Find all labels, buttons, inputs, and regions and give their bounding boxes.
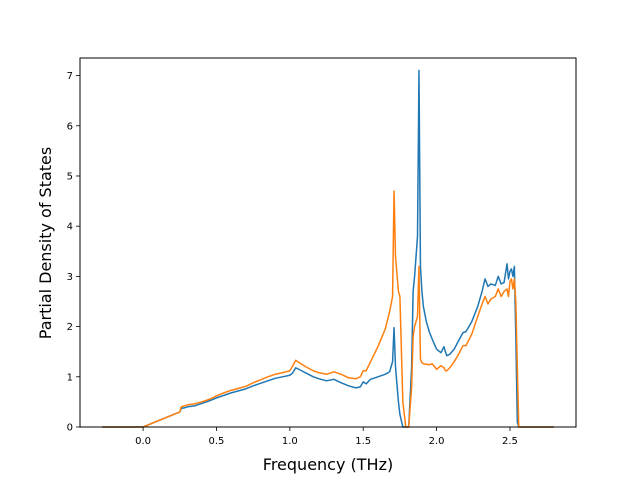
y-tick-label: 4: [67, 222, 73, 233]
x-tick-label: 1.0: [282, 436, 298, 447]
x-tick-label: 1.5: [355, 436, 371, 447]
x-tick-label: 2.5: [502, 436, 518, 447]
y-tick-label: 7: [67, 71, 73, 82]
series-line-2: [102, 190, 554, 428]
x-axis-ticks: 0.0 0.5 1.0 1.5 2.0 2.5: [135, 427, 518, 447]
y-axis-ticks: 0 1 2 3 4 5 6 7: [67, 71, 80, 434]
series-layer: [102, 69, 554, 428]
y-tick-label: 6: [67, 121, 73, 132]
y-tick-label: 0: [67, 423, 73, 434]
x-tick-label: 0.0: [135, 436, 151, 447]
series-line-1: [102, 69, 554, 428]
x-axis-label: Frequency (THz): [263, 455, 393, 474]
y-tick-label: 3: [67, 272, 73, 283]
y-axis-label: Partial Density of States: [36, 147, 55, 339]
x-tick-label: 0.5: [209, 436, 225, 447]
x-tick-label: 2.0: [429, 436, 445, 447]
y-tick-label: 2: [67, 322, 73, 333]
y-tick-label: 5: [67, 171, 73, 182]
y-tick-label: 1: [67, 372, 73, 383]
plot-frame: [79, 57, 577, 428]
